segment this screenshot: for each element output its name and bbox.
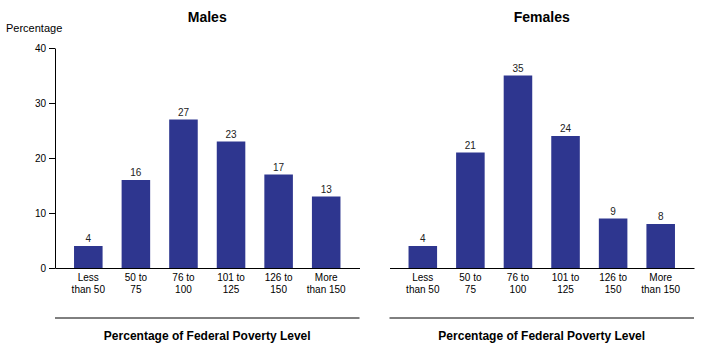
x-axis-line: [390, 268, 695, 269]
x-tick-label: 50 to75: [459, 272, 482, 295]
x-tick: 50 to75: [459, 272, 482, 295]
x-tick-label: Morethan 150: [641, 272, 680, 295]
y-tick-mark: [49, 213, 55, 214]
x-tick-label: 126 to150: [265, 272, 293, 295]
data-label: 16: [130, 167, 142, 178]
bar: [551, 136, 580, 268]
data-label: 35: [512, 63, 524, 74]
bar: [409, 246, 438, 268]
x-tick: 50 to75: [125, 272, 148, 295]
y-tick-label: 10: [35, 208, 47, 219]
panel: 4 21 35 24 9 8 Lessthan 50 50 to75 76 to100 101 t…: [390, 63, 695, 295]
y-tick-label: 20: [35, 153, 47, 164]
x-label: Percentage of Federal Poverty Level: [104, 329, 311, 343]
x-tick: Lessthan 50: [406, 272, 440, 295]
x-label-rule: [390, 318, 695, 319]
x-tick: 101 to125: [217, 272, 245, 295]
x-tick: 101 to125: [552, 272, 580, 295]
x-axis: Lessthan 50 50 to75 76 to100 101 to125 126 t…: [390, 269, 695, 295]
y-tick-mark: [49, 48, 55, 49]
data-label: 17: [273, 162, 285, 173]
y-label: Percentage: [6, 22, 62, 34]
bar: [74, 246, 103, 268]
panel-title: Males: [188, 9, 227, 25]
x-tick-label: 101 to125: [217, 272, 245, 295]
data-label: 8: [658, 211, 664, 222]
data-labels: 4 16 27 23 17 13: [86, 107, 333, 245]
panel-title: Females: [514, 9, 570, 25]
y-tick-mark: [49, 268, 55, 269]
x-tick: 76 to100: [172, 272, 195, 295]
x-axis-line: [56, 268, 361, 269]
x-tick-label: Lessthan 50: [406, 272, 440, 295]
data-label: 4: [420, 233, 426, 244]
x-tick: 126 to150: [265, 272, 293, 295]
x-tick-label: 126 to150: [599, 272, 627, 295]
bar: [456, 153, 485, 269]
x-tick: Morethan 150: [307, 272, 346, 295]
bar: [122, 180, 151, 268]
x-tick-label: Lessthan 50: [72, 272, 106, 295]
x-label: Percentage of Federal Poverty Level: [438, 329, 645, 343]
y-tick: 30: [35, 98, 55, 109]
bar: [264, 175, 293, 269]
data-label: 24: [560, 123, 572, 134]
x-tick: 76 to100: [507, 272, 530, 295]
x-tick: Lessthan 50: [72, 272, 106, 295]
y-tick: 10: [35, 208, 55, 219]
y-tick-mark: [49, 158, 55, 159]
y-axis: 0 10 20 30 40: [35, 43, 56, 274]
x-label-rule: [55, 318, 360, 319]
chart-svg: 41627231713Lessthan 5050 to7576 to100101…: [0, 0, 704, 355]
x-tick-label: 76 to100: [172, 272, 195, 295]
bar: [312, 197, 341, 269]
y-tick-label: 40: [35, 43, 47, 54]
bar: [646, 224, 675, 268]
x-axis: Lessthan 50 50 to75 76 to100 101 to125 126 t…: [56, 269, 361, 295]
bar: [217, 142, 246, 269]
bar: [169, 120, 198, 269]
panel: 41627231713Lessthan 5050 to7576 to100101…: [35, 43, 360, 295]
data-label: 23: [225, 129, 237, 140]
data-labels: 4 21 35 24 9 8: [420, 63, 664, 245]
bar: [599, 219, 628, 269]
y-tick: 20: [35, 153, 55, 164]
y-tick: 40: [35, 43, 55, 54]
data-label: 9: [610, 206, 616, 217]
y-tick: 0: [40, 263, 55, 274]
x-tick-label: 50 to75: [125, 272, 148, 295]
data-label: 21: [465, 140, 477, 151]
bar: [504, 76, 533, 269]
x-tick: 126 to150: [599, 272, 627, 295]
data-label: 4: [86, 233, 92, 244]
data-label: 27: [178, 107, 190, 118]
y-axis-line: [55, 49, 56, 269]
bars: [74, 120, 340, 269]
x-tick: Morethan 150: [641, 272, 680, 295]
x-tick-label: Morethan 150: [307, 272, 346, 295]
y-tick-label: 30: [35, 98, 47, 109]
bars: [409, 76, 675, 269]
data-label: 13: [321, 184, 333, 195]
x-tick-label: 76 to100: [507, 272, 530, 295]
y-tick-mark: [49, 103, 55, 104]
x-tick-label: 101 to125: [552, 272, 580, 295]
y-tick-label: 0: [40, 263, 46, 274]
